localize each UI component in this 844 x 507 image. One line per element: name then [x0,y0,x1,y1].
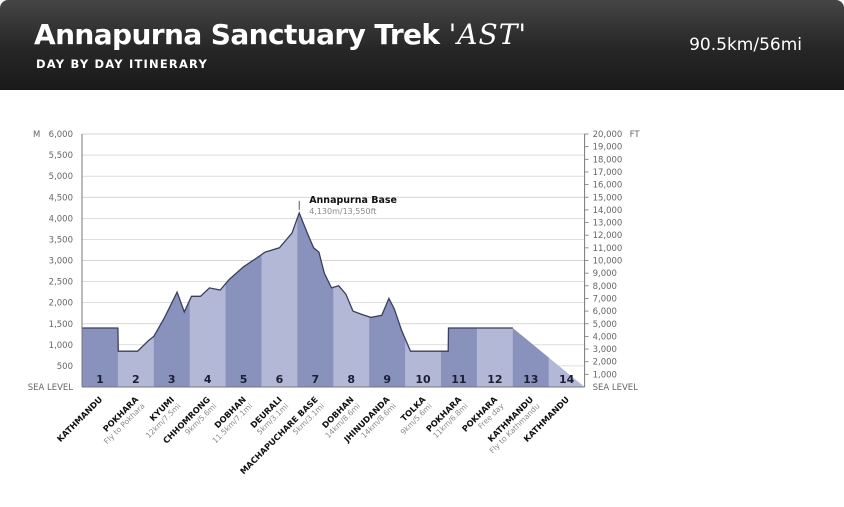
day-number: 11 [451,373,466,386]
right-sea-level-label: SEA LEVEL [593,383,639,393]
day-number: 7 [312,373,320,386]
right-tick-label: 17,000 [593,168,623,178]
day-number: 10 [415,373,431,386]
left-tick-label: 5,000 [49,172,73,182]
left-tick-label: 1,000 [49,341,73,351]
left-tick-label: 2,500 [49,278,73,288]
left-tick-label: 4,000 [49,214,73,224]
left-tick-label: 3,500 [49,235,73,245]
page-title: Annapurna Sanctuary Trek 'AST' [34,18,527,51]
page-subtitle: DAY BY DAY ITINERARY [36,57,209,71]
left-tick-label: 2,000 [49,299,73,309]
right-tick-label: 1,000 [593,370,617,380]
right-tick-label: 9,000 [593,269,617,279]
right-tick-label: 18,000 [593,155,623,165]
right-tick-label: 2,000 [593,358,617,368]
trek-name: Annapurna Sanctuary Trek [34,18,440,51]
trek-code: 'AST' [448,18,528,51]
day-number: 5 [240,373,248,386]
trek-distance: 90.5km/56mi [689,35,802,55]
day-number: 12 [487,373,502,386]
right-tick-label: 5,000 [593,320,617,330]
day-number: 4 [204,373,212,386]
right-tick-label: 7,000 [593,294,617,304]
day-number: 13 [523,373,538,386]
day-number: 9 [383,373,391,386]
right-tick-label: 3,000 [593,345,617,355]
day-number: 8 [347,373,355,386]
day-number: 3 [168,373,176,386]
annotation-title: Annapurna Base [309,195,397,206]
right-tick-label: 20,000 [593,130,623,140]
left-tick-label: 1,500 [49,320,73,330]
right-tick-label: 15,000 [593,193,623,203]
annotation-detail: 4,130m/13,550ft [309,207,376,216]
right-tick-label: 16,000 [593,181,623,191]
day-number: 14 [559,373,575,386]
elevation-profile-line [82,211,513,352]
day-number: 1 [96,373,104,386]
left-tick-label: 500 [57,362,73,372]
day-label: KATHMANDU [55,394,105,444]
right-tick-label: 4,000 [593,332,617,342]
header-bar: Annapurna Sanctuary Trek 'AST' DAY BY DA… [0,0,844,90]
right-tick-label: 11,000 [593,244,623,254]
chart-background [0,90,844,507]
right-tick-label: 10,000 [593,257,623,267]
day-band [261,212,298,387]
left-axis-unit: M [33,130,40,140]
right-tick-label: 14,000 [593,206,623,216]
day-number: 2 [132,373,140,386]
left-tick-label: 3,000 [49,257,73,267]
right-axis-unit: FT [630,130,641,140]
right-tick-label: 13,000 [593,219,623,229]
right-tick-label: 6,000 [593,307,617,317]
left-tick-label: 5,500 [49,151,73,161]
day-number: 6 [276,373,284,386]
left-sea-level-label: SEA LEVEL [28,383,74,393]
day-place-label: KATHMANDU [55,394,105,444]
left-tick-label: 6,000 [49,130,73,140]
right-tick-label: 19,000 [593,143,623,153]
right-tick-label: 12,000 [593,231,623,241]
left-tick-label: 4,500 [49,193,73,203]
right-tick-label: 8,000 [593,282,617,292]
